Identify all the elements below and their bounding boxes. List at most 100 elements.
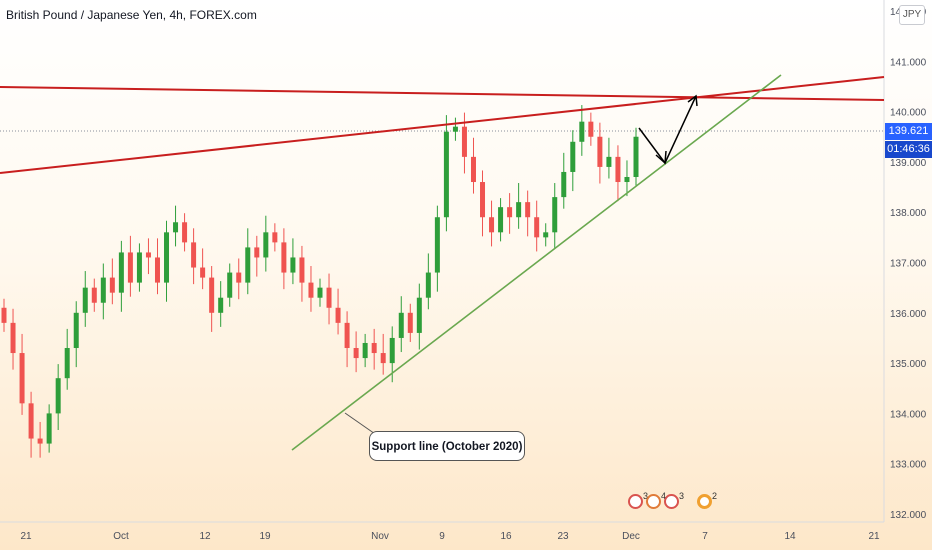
candle-up: [55, 378, 61, 414]
candle-up: [498, 207, 504, 233]
event-count: 3: [643, 491, 649, 501]
candles: [1, 105, 639, 458]
chart-title: British Pound / Japanese Yen, 4h, FOREX.…: [6, 8, 257, 22]
candle-up: [218, 297, 224, 313]
axes: [0, 0, 885, 523]
candle-up: [624, 176, 630, 183]
price-tick-label: 135.000: [890, 359, 927, 370]
time-tick-label: 21: [868, 531, 880, 542]
candle-down: [236, 272, 242, 283]
candle-up: [164, 232, 170, 283]
candle-up: [118, 252, 124, 293]
candle-down: [507, 207, 513, 218]
uk-flag-icon[interactable]: [664, 494, 679, 509]
candle-down: [480, 182, 486, 218]
event-count: 2: [712, 491, 718, 501]
candle-up: [434, 217, 440, 273]
projection-path[interactable]: [638, 95, 697, 165]
event-count: 4: [661, 491, 667, 501]
uk-flag-icon[interactable]: [628, 494, 643, 509]
price-tick-label: 137.000: [890, 259, 927, 270]
price-ticks: 132.000 133.000 134.000 135.000 136.000 137.0…: [890, 7, 927, 521]
time-tick-label: 16: [500, 531, 512, 542]
candle-down: [145, 252, 151, 258]
time-tick-label: 23: [557, 531, 569, 542]
candle-up: [73, 312, 79, 349]
price-tick-label: 132.000: [890, 510, 927, 521]
candle-up: [516, 202, 522, 218]
support-line-callout[interactable]: Support line (October 2020): [369, 431, 525, 461]
candle-down: [461, 126, 467, 157]
last-price-tag: 139.621: [885, 123, 932, 140]
price-tick-label: 136.000: [890, 309, 927, 320]
candle-down: [353, 348, 359, 359]
candle-down: [200, 267, 206, 278]
time-tick-label: Dec: [622, 531, 640, 542]
currency-button[interactable]: JPY: [899, 5, 925, 25]
candle-up: [579, 121, 585, 142]
countdown-tag: 01:46:36: [885, 141, 932, 158]
candle-up: [552, 197, 558, 233]
candle-up: [561, 171, 567, 198]
ring-icon[interactable]: [697, 494, 712, 509]
candle-up: [100, 277, 106, 303]
time-tick-label: 7: [702, 531, 708, 542]
candle-down: [308, 282, 314, 298]
candle-up: [263, 232, 269, 258]
time-tick-label: Oct: [113, 531, 129, 542]
candle-down: [10, 322, 16, 354]
candle-up: [452, 126, 458, 132]
resistance-line-horizontal[interactable]: [0, 86, 885, 101]
candle-down: [19, 353, 25, 404]
x-icon[interactable]: [646, 494, 661, 509]
candle-down: [326, 287, 332, 308]
candle-down: [182, 222, 188, 243]
time-tick-label: 9: [439, 531, 445, 542]
candle-down: [254, 247, 260, 258]
resistance-line-rising[interactable]: [0, 76, 885, 174]
candle-up: [389, 337, 395, 364]
candle-down: [127, 252, 133, 283]
candle-up: [245, 247, 251, 283]
price-tick-label: 141.000: [890, 57, 927, 68]
candle-down: [37, 438, 43, 444]
candle-down: [281, 242, 287, 273]
candle-up: [416, 297, 422, 333]
time-ticks: 21 Oct 12 19 Nov 9 16 23 Dec 7 14 21: [20, 531, 880, 542]
candle-down: [525, 202, 531, 218]
candle-up: [64, 348, 70, 379]
candle-down: [615, 156, 621, 183]
projection-arrowhead-up: [687, 94, 698, 107]
support-line[interactable]: [291, 74, 782, 451]
candle-down: [597, 136, 603, 167]
candle-down: [407, 312, 413, 333]
candle-up: [82, 287, 88, 313]
candle-down: [489, 217, 495, 233]
candle-down: [299, 257, 305, 283]
candle-up: [362, 342, 368, 359]
candle-up: [398, 312, 404, 338]
projection-arrowhead-down: [655, 150, 667, 165]
candle-up: [290, 257, 296, 273]
candle-up: [570, 141, 576, 172]
time-tick-label: 19: [259, 531, 271, 542]
trend-drawings: [0, 74, 885, 451]
time-tick-label: 14: [784, 531, 796, 542]
candle-down: [344, 322, 350, 349]
price-tick-label: 138.000: [890, 208, 927, 219]
candle-down: [91, 287, 97, 303]
candle-up: [317, 287, 323, 298]
candle-up: [425, 272, 431, 298]
candle-down: [1, 307, 7, 323]
candle-down: [209, 277, 215, 313]
candle-up: [136, 252, 142, 283]
candle-down: [109, 277, 115, 293]
candle-up: [227, 272, 233, 298]
event-count: 3: [679, 491, 685, 501]
candle-up: [46, 413, 52, 444]
price-tick-label: 139.000: [890, 158, 927, 169]
candle-down: [272, 232, 278, 243]
price-tick-label: 133.000: [890, 460, 927, 471]
